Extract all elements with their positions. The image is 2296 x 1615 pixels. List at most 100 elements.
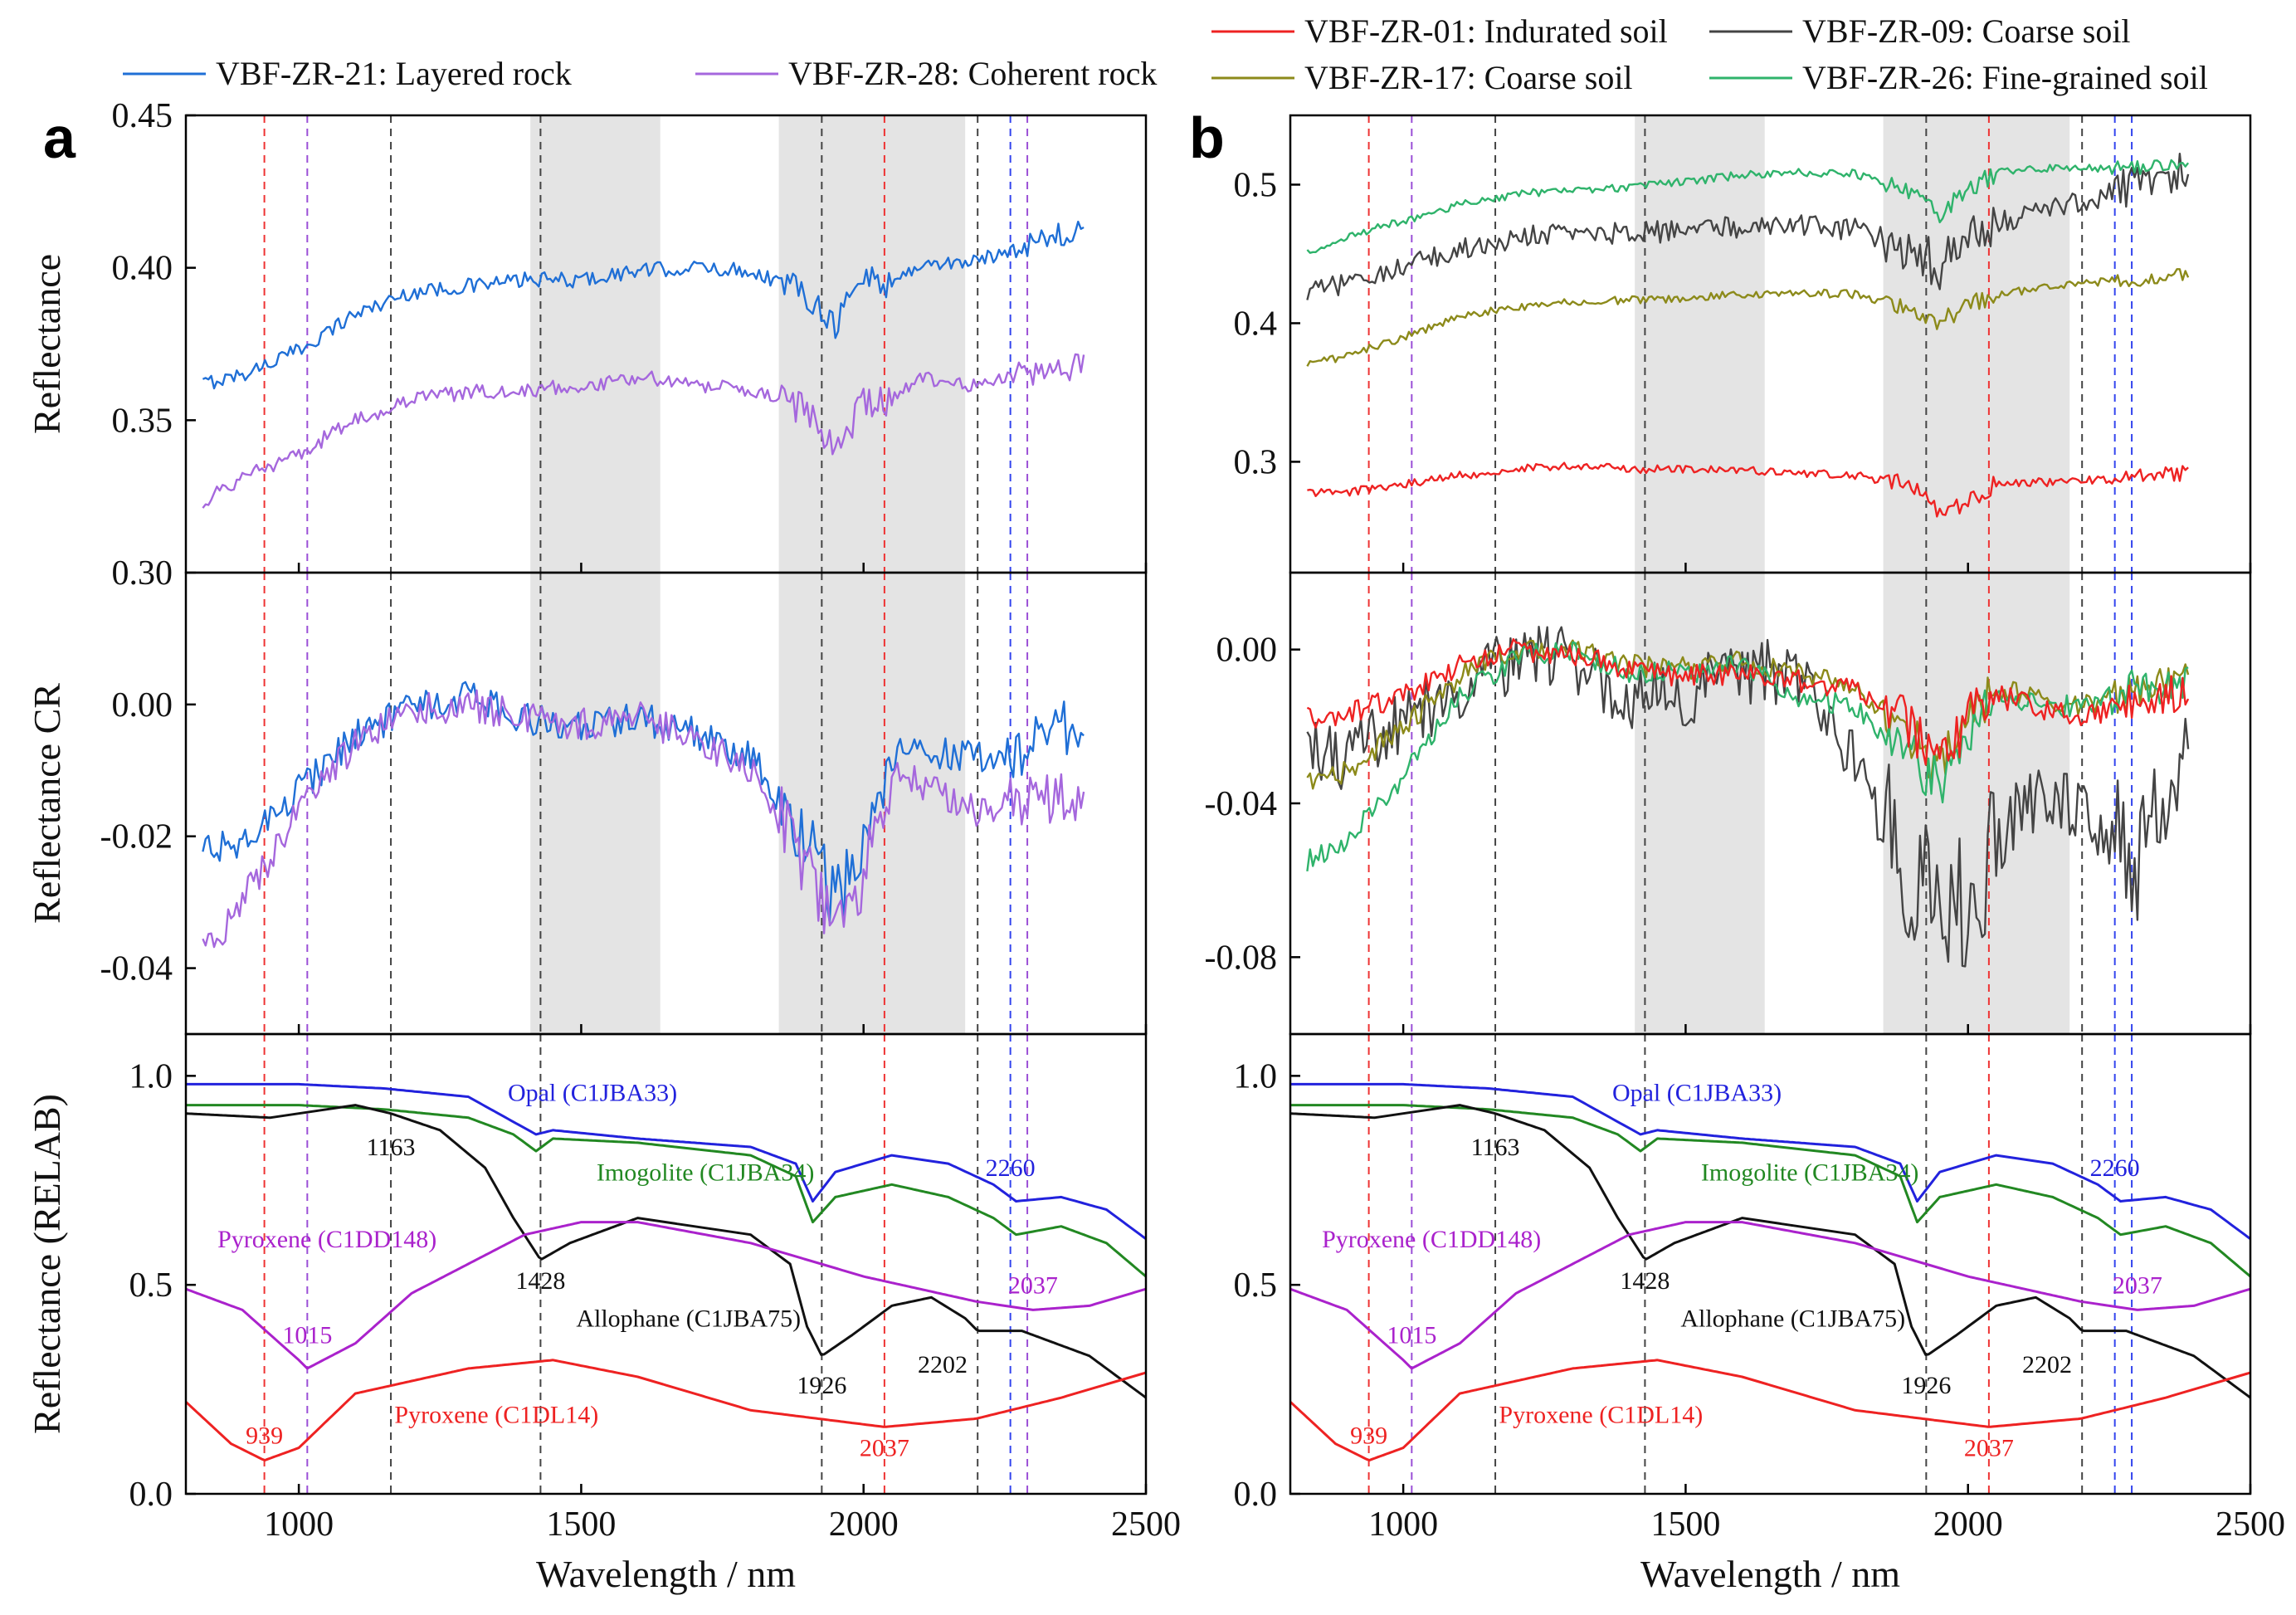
- y-tick-label-a-0-1: 0.35: [112, 402, 173, 440]
- plot-frame-b-0: [1289, 114, 2252, 574]
- annotation-b-5: 1428: [1620, 1267, 1670, 1295]
- series-line-b-0-1: [1306, 153, 2190, 300]
- series-line-b-0-0: [1307, 461, 2189, 518]
- x-tick-label-a-3: 2500: [1111, 1505, 1181, 1544]
- x-tick-label-a-0: 1000: [264, 1505, 334, 1544]
- series-line-a-0-1: [202, 353, 1085, 509]
- panel-b-letter: b: [1189, 105, 1225, 170]
- subplot-b-1: -0.08 -0.04 0.00: [1205, 571, 2252, 1036]
- series-line-b-1-0: [1306, 626, 2190, 968]
- annotation-b-3: 2260: [2090, 1154, 2140, 1182]
- legend-label-a-0: VBF-ZR-21: Layered rock: [216, 55, 572, 92]
- panel-a-letter: a: [43, 105, 76, 170]
- annotation-a-12: 939: [246, 1422, 283, 1450]
- x-tick-label-b-2: 2000: [1933, 1505, 2003, 1544]
- series-line-b-1-2: [1306, 641, 2189, 872]
- annotation-b-9: 2202: [2022, 1351, 2072, 1378]
- shaded-band-b-1-0: [1635, 573, 1765, 1034]
- series-line-a-2-2: [185, 1104, 1147, 1399]
- annotation-b-11: Pyroxene (C1DL14): [1499, 1401, 1703, 1428]
- annotation-a-7: Allophane (C1JBA75): [576, 1305, 801, 1333]
- panels: VBF-ZR-21: Layered rock VBF-ZR-28: Cohere…: [26, 12, 2285, 1595]
- shaded-band-b-0-0: [1635, 115, 1765, 573]
- y-tick-label-b-1-1: -0.04: [1205, 785, 1278, 823]
- y-tick-label-a-0-0: 0.30: [112, 554, 173, 593]
- legend-a: VBF-ZR-21: Layered rock VBF-ZR-28: Cohere…: [123, 55, 1157, 92]
- annotation-a-1: 1163: [367, 1134, 416, 1161]
- legend-label-b-2: VBF-ZR-17: Coarse soil: [1304, 59, 1633, 96]
- annotation-a-0: Opal (C1JBA33): [508, 1080, 677, 1107]
- x-tick-label-b-3: 2500: [2216, 1505, 2285, 1544]
- shaded-band-a-0-1: [778, 115, 966, 573]
- y-tick-label-b-2-0: 0.0: [1234, 1476, 1278, 1514]
- series-line-a-2-3: [185, 1221, 1147, 1370]
- series-line-b-2-2: [1289, 1104, 2251, 1399]
- x-tick-label-a-2: 2000: [829, 1505, 899, 1544]
- y-tick-label-b-0-0: 0.3: [1234, 443, 1278, 481]
- subplot-a-0: 0.30 0.35 0.40 0.45 Reflectance: [26, 97, 1148, 593]
- annotation-b-1: 1163: [1471, 1134, 1520, 1161]
- annotation-a-2: Imogolite (C1JBA34): [597, 1159, 815, 1186]
- x-tick-label-b-0: 1000: [1368, 1505, 1438, 1544]
- legend-b: VBF-ZR-01: Indurated soil VBF-ZR-09: Coar…: [1211, 12, 2208, 96]
- series-line-b-0-2: [1306, 268, 2190, 367]
- series-line-b-1-3: [1306, 637, 2190, 766]
- annotation-a-9: 2202: [918, 1351, 968, 1378]
- annotation-a-10: 1926: [797, 1372, 846, 1399]
- plot-frame-a-0: [184, 114, 1148, 574]
- series-line-b-2-0: [1290, 1082, 2251, 1241]
- y-tick-label-b-1-2: 0.00: [1216, 632, 1278, 670]
- annotation-b-0: Opal (C1JBA33): [1612, 1080, 1782, 1107]
- annotation-a-4: Pyroxene (C1DD148): [217, 1226, 436, 1253]
- annotation-a-13: 2037: [860, 1435, 909, 1462]
- plot-frame-b-1: [1289, 571, 2252, 1036]
- series-line-a-2-4: [184, 1359, 1147, 1461]
- y-tick-label-b-1-0: -0.08: [1205, 939, 1278, 977]
- y-tick-label-b-0-2: 0.5: [1234, 166, 1278, 204]
- annotation-b-4: Pyroxene (C1DD148): [1322, 1226, 1541, 1253]
- annotation-a-3: 2260: [986, 1154, 1036, 1182]
- legend-label-b-0: VBF-ZR-01: Indurated soil: [1304, 12, 1668, 50]
- y-axis-label-2: Reflectance (RELAB): [26, 1094, 68, 1434]
- y-tick-label-a-1-2: 0.00: [112, 686, 173, 725]
- annotation-b-12: 939: [1350, 1422, 1387, 1450]
- subplot-b-0: 0.3 0.4 0.5: [1234, 114, 2252, 574]
- shaded-band-b-0-1: [1883, 115, 2070, 573]
- y-tick-label-b-2-1: 0.5: [1234, 1266, 1278, 1305]
- series-line-a-2-0: [186, 1082, 1147, 1241]
- y-tick-label-a-1-0: -0.04: [100, 950, 173, 988]
- plot-frame-b-2: [1289, 1032, 2252, 1495]
- x-tick-label-b-1: 1500: [1650, 1505, 1720, 1544]
- annotation-b-10: 1926: [1901, 1372, 1951, 1399]
- legend-label-b-3: VBF-ZR-26: Fine-grained soil: [1802, 59, 2208, 96]
- annotation-b-13: 2037: [1964, 1435, 2014, 1462]
- annotation-b-7: Allophane (C1JBA75): [1680, 1305, 1905, 1333]
- annotation-b-8: 1015: [1387, 1322, 1436, 1349]
- subplot-a-1: -0.04 -0.02 0.00 Reflectance CR: [26, 571, 1148, 1036]
- annotation-a-11: Pyroxene (C1DL14): [394, 1401, 598, 1428]
- x-axis-label-b: Wavelength / nm: [1640, 1553, 1900, 1595]
- y-axis-label-0: Reflectance: [26, 254, 68, 434]
- annotation-a-6: 2037: [1008, 1271, 1058, 1299]
- annotation-b-6: 2037: [2113, 1271, 2162, 1299]
- x-tick-label-a-1: 1500: [546, 1505, 616, 1544]
- y-axis-label-1: Reflectance CR: [26, 683, 68, 924]
- y-tick-label-a-2-0: 0.0: [129, 1476, 173, 1514]
- series-line-b-2-3: [1289, 1221, 2251, 1370]
- annotation-a-5: 1428: [515, 1267, 565, 1295]
- plot-frame-a-2: [184, 1032, 1148, 1495]
- subplot-a-2: Opal (C1JBA33) 1163 Imogolite (C1JBA34) 226…: [26, 1032, 1181, 1595]
- series-line-a-1-1: [202, 689, 1085, 949]
- legend-label-a-1: VBF-ZR-28: Coherent rock: [788, 55, 1157, 92]
- series-line-b-2-4: [1289, 1359, 2251, 1461]
- shaded-band-a-1-0: [530, 573, 661, 1034]
- subplot-b-2: Opal (C1JBA33) 1163 Imogolite (C1JBA34) 226…: [1234, 1032, 2285, 1595]
- legend-label-b-1: VBF-ZR-09: Coarse soil: [1802, 12, 2131, 50]
- shaded-band-b-1-1: [1883, 573, 2070, 1034]
- annotation-b-2: Imogolite (C1JBA34): [1701, 1159, 1919, 1186]
- y-tick-label-a-2-2: 1.0: [129, 1057, 173, 1095]
- series-line-a-0-0: [202, 220, 1085, 390]
- y-tick-label-a-0-2: 0.40: [112, 250, 173, 288]
- y-tick-label-a-0-3: 0.45: [112, 97, 173, 135]
